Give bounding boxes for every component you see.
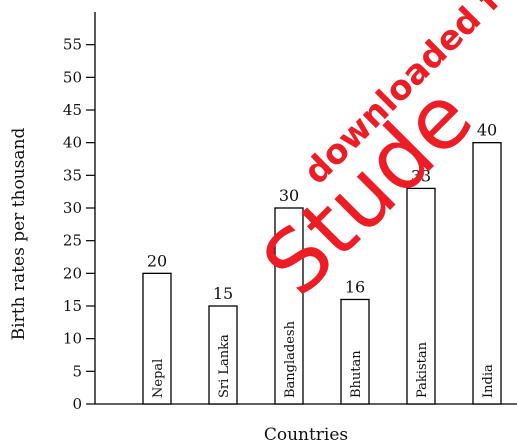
bars (142, 142, 502, 405)
bar-sri-lanka (208, 305, 238, 405)
bar-value-label-0: 20 (147, 251, 167, 270)
y-tick-label-11: 55 (63, 36, 82, 54)
bar-category-labels: Nepal Sri Lanka Bangladesh Bhutan Pakistan In… (151, 320, 496, 398)
bar-value-label-1: 15 (213, 284, 233, 303)
bar-bangladesh (274, 207, 304, 405)
bar-category-label-4: Pakistan (415, 341, 430, 398)
bar-category-label-5: India (481, 364, 496, 398)
bar-pakistan (406, 187, 436, 405)
bar-category-label-3: Bhutan (349, 350, 364, 398)
y-tick-label-2: 10 (63, 330, 82, 348)
bar-value-label-2: 30 (279, 186, 299, 205)
bar-value-label-4: 33 (411, 166, 431, 185)
x-axis-label: Countries (264, 425, 348, 445)
y-ticks: 0 5 10 15 20 25 30 35 40 45 50 55 (63, 36, 95, 413)
y-tick-label-0: 0 (72, 395, 82, 413)
y-axis-label: Birth rates per thousand (9, 128, 29, 341)
y-tick-label-10: 50 (63, 68, 82, 86)
bar-category-label-0: Nepal (151, 359, 166, 398)
y-tick-label-8: 40 (63, 134, 82, 152)
bar-value-label-3: 16 (345, 277, 365, 296)
bar-nepal (142, 272, 172, 405)
y-tick-label-1: 5 (72, 362, 82, 380)
y-tick-label-5: 25 (63, 232, 82, 250)
y-tick-label-3: 15 (63, 297, 82, 315)
bar-india (472, 142, 502, 405)
y-tick-label-6: 30 (63, 199, 82, 217)
bar-bhutan (340, 298, 370, 405)
bar-category-label-1: Sri Lanka (217, 334, 232, 398)
bar-value-labels: 20 15 30 16 33 40 (147, 121, 497, 303)
y-tick-label-4: 20 (63, 264, 82, 282)
bar-category-label-2: Bangladesh (283, 320, 298, 398)
watermark: downloaded f Stude (244, 0, 509, 315)
bar-value-label-5: 40 (477, 121, 497, 140)
y-tick-label-9: 45 (63, 101, 82, 119)
y-tick-label-7: 35 (63, 166, 82, 184)
